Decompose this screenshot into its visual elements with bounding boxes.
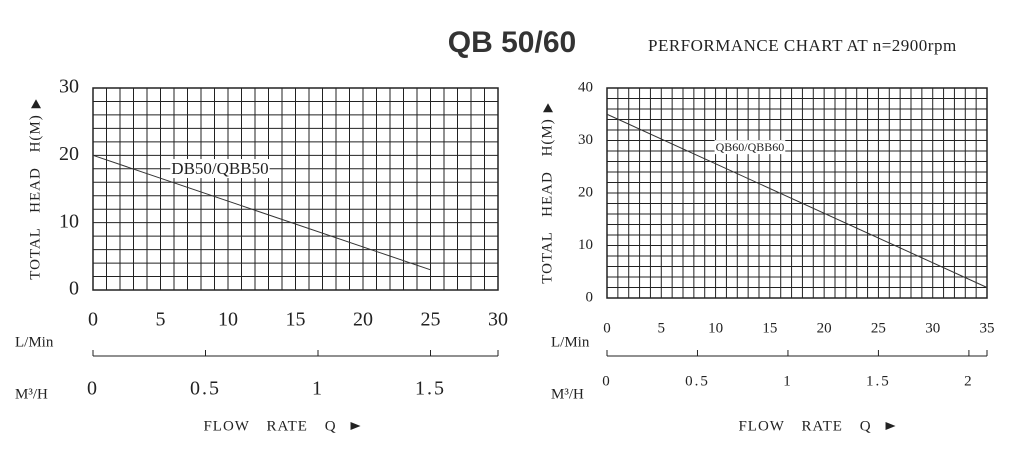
y-tick-label: 20 [59,143,79,165]
page-subtitle: PERFORMANCE CHART AT n=2900rpm [648,36,957,55]
x-axis-arrow [885,422,896,430]
curve-label: DB50/QBB50 [171,159,268,178]
x-axis-label: FLOW RATE Q [203,418,336,434]
x-unit-label: L/Min [15,334,54,350]
page-title: QB 50/60 [448,26,576,59]
curve-label-bg [714,140,786,155]
curve-label: QB60/QBB60 [716,140,785,154]
x2-tick-label: 1 [783,373,793,389]
x-tick-label: 20 [817,320,832,336]
x-tick-label: 5 [658,320,666,336]
x2-tick-label: 0 [602,373,612,389]
x-tick-label: 35 [980,320,995,336]
y-axis-label: TOTAL HEAD H(M) [27,114,43,279]
y-tick-label: 30 [59,76,79,98]
x2-tick-label: 0.5 [685,373,710,389]
x-tick-label: 15 [762,320,777,336]
x-tick-label: 0 [88,309,98,331]
y-tick-label: 40 [578,79,593,95]
x2-tick-label: 1 [312,378,324,400]
plot-frame [606,87,988,299]
x-tick-label: 10 [708,320,723,336]
y-tick-label: 10 [59,210,79,232]
y-tick-label: 0 [586,289,594,305]
x2-unit-label: M³/H [15,386,48,402]
x-tick-label: 5 [156,309,166,331]
x-tick-label: 25 [421,309,441,331]
curve-label-bg [170,159,270,179]
y-axis-label: TOTAL HEAD H(M) [539,118,555,283]
plot-frame [92,87,499,291]
x-tick-label: 25 [871,320,886,336]
x2-tick-label: 1.5 [866,373,891,389]
y-axis-arrow [543,103,553,113]
y-tick-label: 0 [69,278,79,300]
x-tick-label: 30 [488,309,508,331]
x-axis-arrow [350,422,361,430]
y-tick-label: 20 [578,184,593,200]
x2-tick-label: 0.5 [190,378,221,400]
curve [606,113,988,288]
x2-unit-label: M³/H [551,386,584,402]
x-tick-label: 0 [603,320,611,336]
x2-tick-label: 0 [87,378,99,400]
y-tick-label: 30 [578,132,593,148]
x-tick-label: 20 [353,309,373,331]
x-tick-label: 30 [925,320,940,336]
x2-tick-label: 2 [964,373,974,389]
x-tick-label: 15 [286,309,306,331]
x-unit-label: L/Min [551,334,590,350]
x-axis-label: FLOW RATE Q [738,418,871,434]
y-tick-label: 10 [578,237,593,253]
y-axis-arrow [31,99,41,109]
x2-tick-label: 1.5 [415,378,446,400]
curve [92,154,431,271]
x-tick-label: 10 [218,309,238,331]
